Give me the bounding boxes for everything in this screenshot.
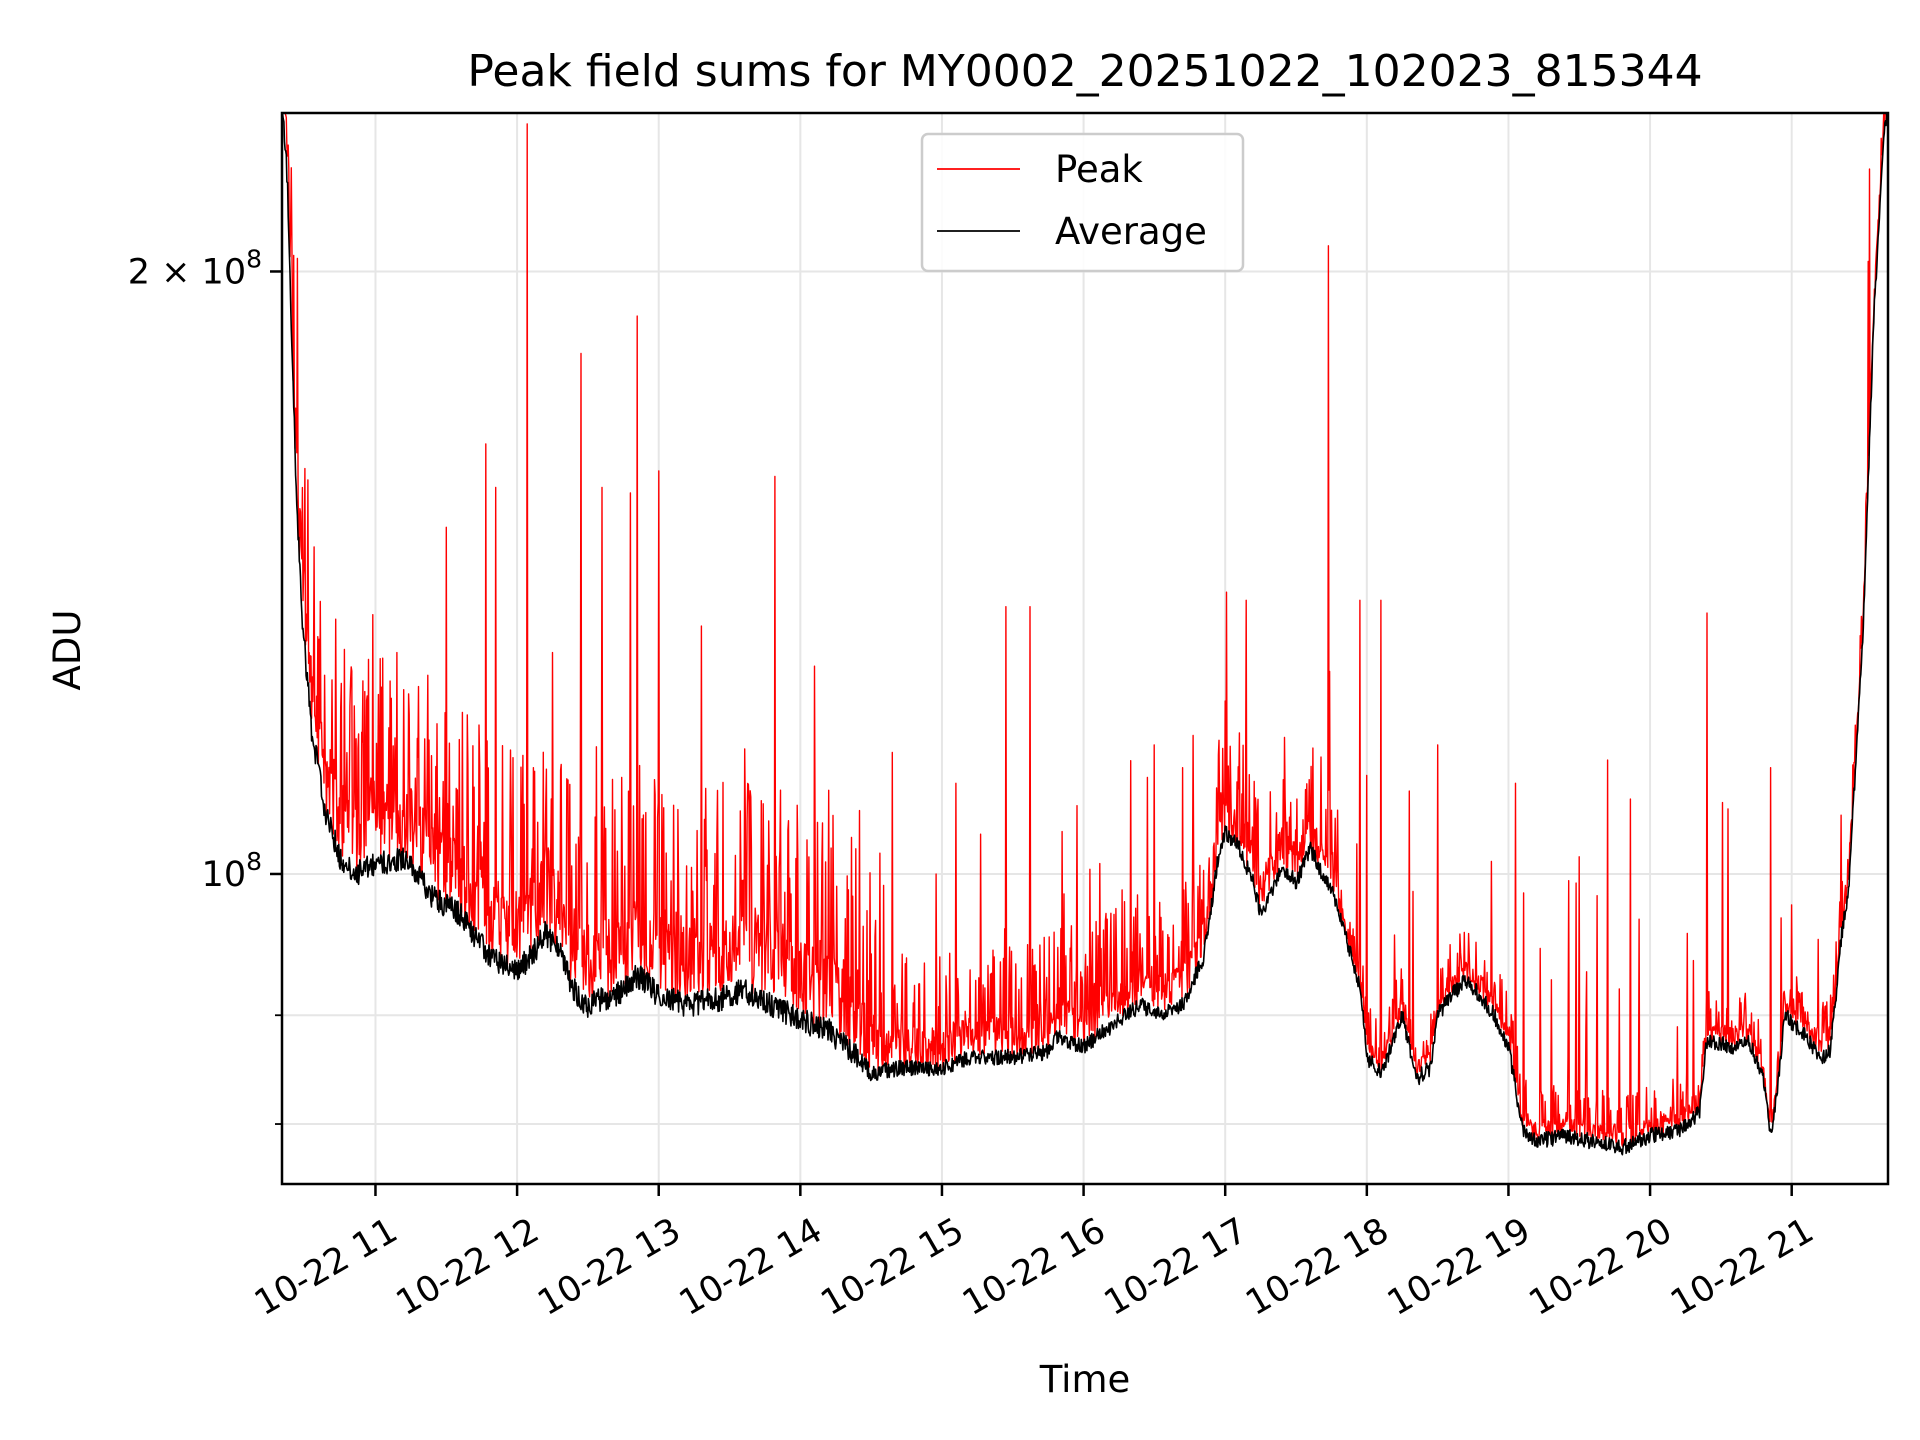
series-line-peak	[281, 112, 1889, 1147]
legend-label-peak: Peak	[1055, 148, 1143, 191]
series-line-average	[281, 112, 1889, 1156]
plot-frame	[280, 111, 1890, 1186]
y-axis-label: ADU	[46, 610, 89, 691]
chart-title: Peak field sums for MY0002_20251022_1020…	[467, 46, 1702, 97]
legend: Peak Average	[920, 132, 1245, 273]
x-axis-label: Time	[1039, 1358, 1131, 1401]
y-tick-label: 2 × 108	[128, 244, 262, 292]
series-layer	[281, 112, 1889, 1156]
legend-label-average: Average	[1055, 210, 1207, 253]
